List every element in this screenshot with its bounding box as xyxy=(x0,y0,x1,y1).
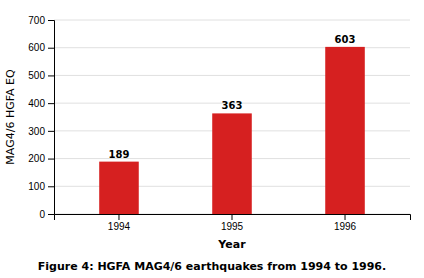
axis-line xyxy=(48,21,55,215)
tick-mark xyxy=(48,186,54,187)
tick-label: 1995 xyxy=(221,221,244,232)
tick: 300 xyxy=(28,126,54,137)
grid xyxy=(54,20,410,214)
tick-label: 0 xyxy=(39,209,45,220)
tick-label: 700 xyxy=(28,15,45,26)
tick-mark xyxy=(118,214,119,220)
tick-mark xyxy=(48,214,54,215)
tick: 600 xyxy=(28,42,54,53)
grid-line xyxy=(54,20,410,21)
tick-label: 1996 xyxy=(334,221,357,232)
tick-mark xyxy=(48,75,54,76)
tick-label: 400 xyxy=(28,98,45,109)
tick: 500 xyxy=(28,70,54,81)
tick: 1994 xyxy=(108,214,131,232)
tick-mark xyxy=(48,131,54,132)
tick-mark xyxy=(48,20,54,21)
tick: 200 xyxy=(28,153,54,164)
tick-mark xyxy=(48,103,54,104)
plot: 0 100 200 300 400 500 600 700 1994 1995 1996 189 363… xyxy=(28,15,410,232)
tick-mark xyxy=(232,214,233,220)
tick: 700 xyxy=(28,15,54,26)
bar xyxy=(325,47,365,214)
tick-label: 100 xyxy=(28,181,45,192)
tick: 1996 xyxy=(334,214,357,232)
tick-label: 500 xyxy=(28,70,45,81)
bar xyxy=(99,162,139,214)
data-label: 363 xyxy=(222,100,243,111)
tick: 400 xyxy=(28,98,54,109)
tick-label: 600 xyxy=(28,42,45,53)
tick-label: 300 xyxy=(28,126,45,137)
data-labels: 189 363 603 xyxy=(109,34,356,160)
caption: Figure 4: HGFA MAG4/6 earthquakes from 1… xyxy=(38,260,386,273)
axis-line xyxy=(55,215,411,221)
tick: 100 xyxy=(28,181,54,192)
tick: 1995 xyxy=(221,214,244,232)
tick-mark xyxy=(48,48,54,49)
x-axis-title: Year xyxy=(217,238,246,251)
y-axis-title: MAG4/6 HGFA EQ xyxy=(4,69,17,165)
bars xyxy=(99,47,365,214)
y-axis: 0 100 200 300 400 500 600 700 xyxy=(28,15,54,220)
tick-label: 1994 xyxy=(108,221,131,232)
data-label: 603 xyxy=(335,34,356,45)
data-label: 189 xyxy=(109,149,130,160)
tick: 0 xyxy=(39,209,54,220)
x-axis: 1994 1995 1996 xyxy=(55,214,411,232)
tick-mark xyxy=(345,214,346,220)
tick-label: 200 xyxy=(28,153,45,164)
bar xyxy=(212,113,252,214)
tick-mark xyxy=(48,159,54,160)
chart: 0 100 200 300 400 500 600 700 1994 1995 1996 189 363… xyxy=(0,0,424,278)
